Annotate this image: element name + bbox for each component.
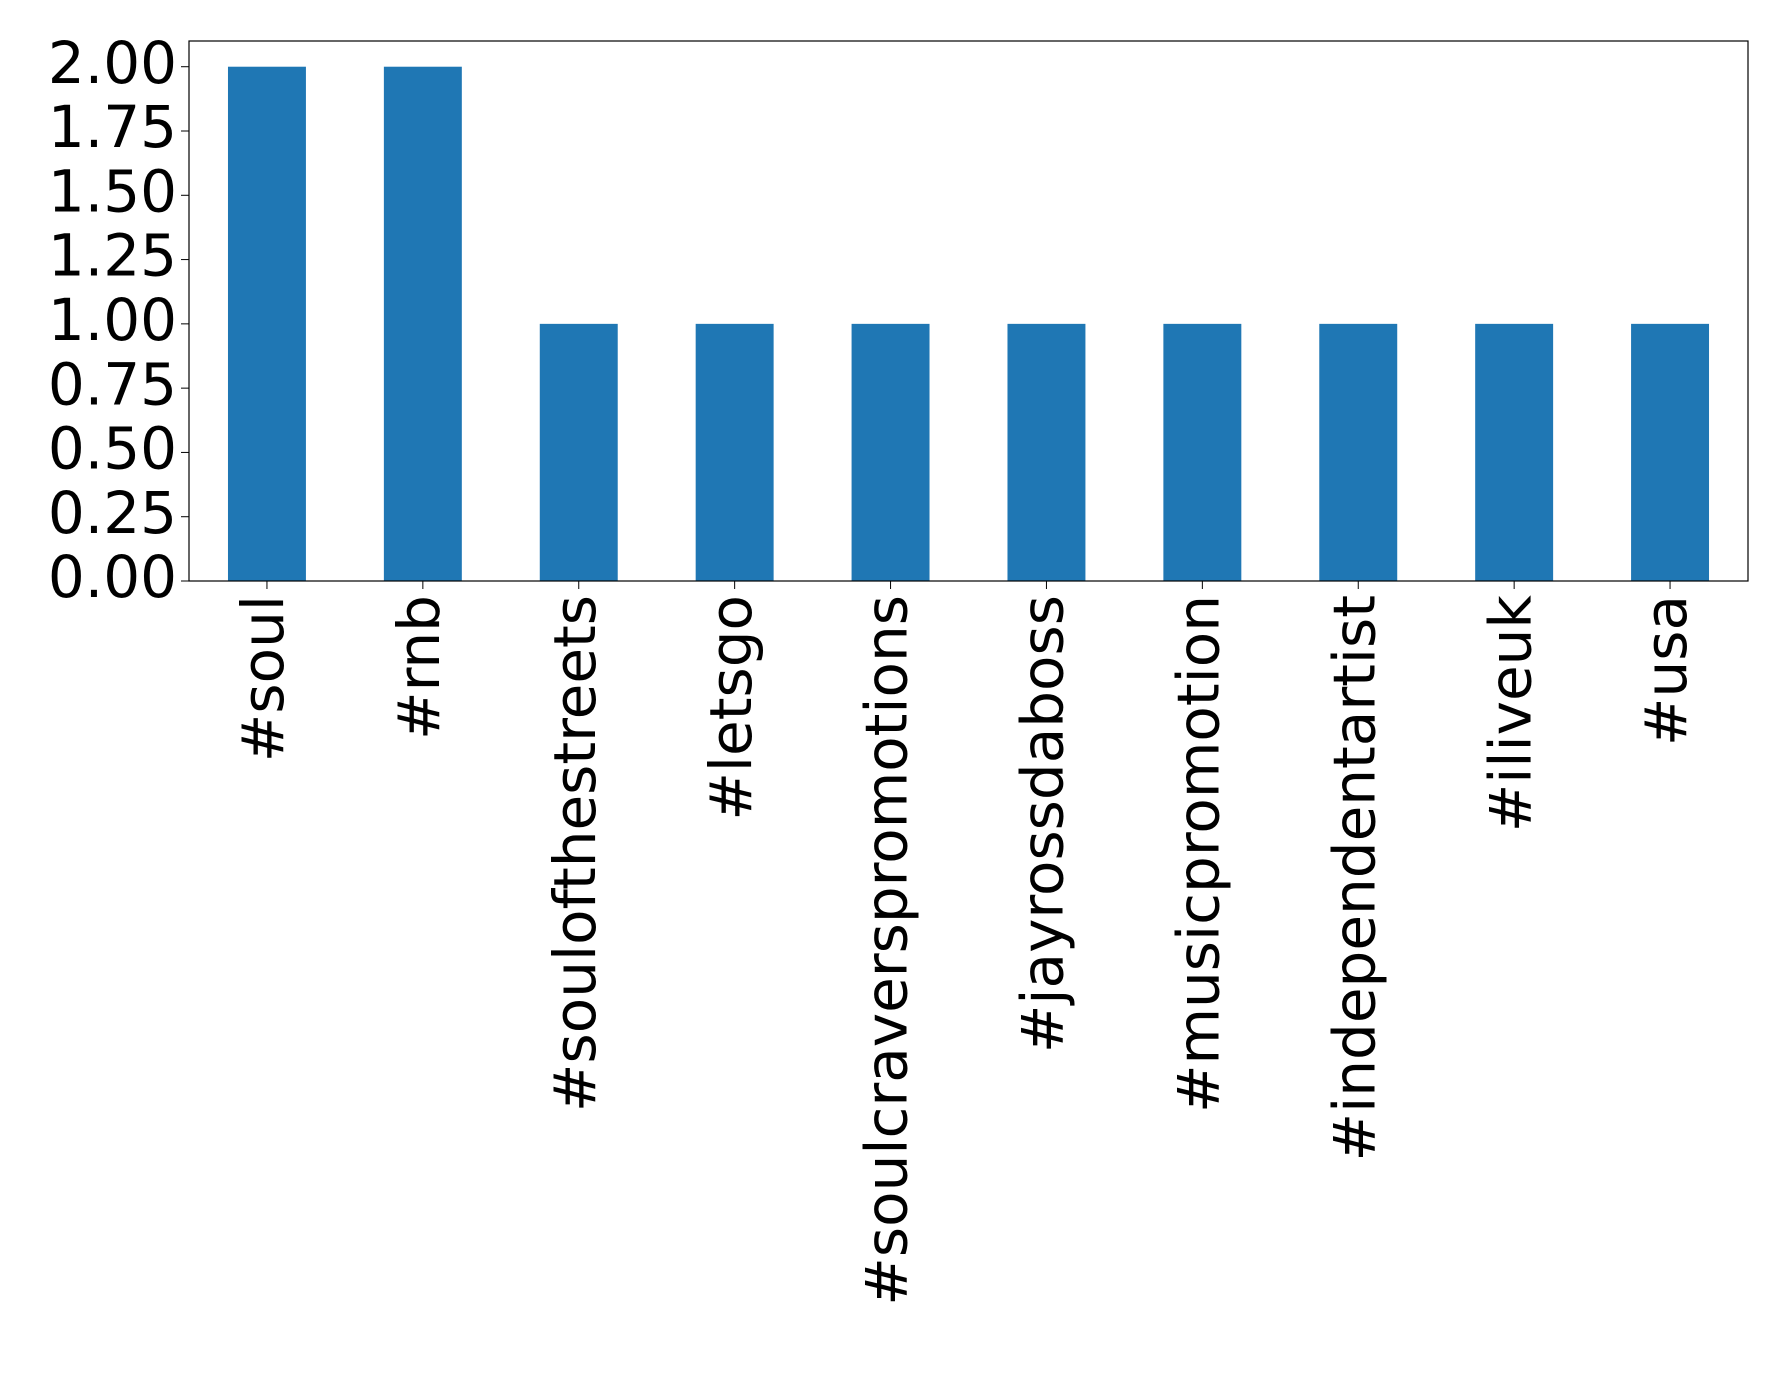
y-tick-label: 1.25	[48, 222, 177, 290]
bar	[227, 66, 306, 581]
bar	[1163, 323, 1242, 581]
bar	[1475, 323, 1554, 581]
bar	[539, 323, 618, 581]
bar	[1631, 323, 1710, 581]
x-tick-label: #soul	[229, 595, 297, 762]
bar	[1007, 323, 1086, 581]
x-tick-label: #independentartist	[1320, 595, 1388, 1161]
x-tick-label: #jayrossdaboss	[1009, 595, 1077, 1053]
y-tick-label: 1.00	[48, 286, 177, 354]
y-tick-label: 1.75	[48, 93, 177, 161]
x-tick-label: #usa	[1632, 595, 1700, 746]
y-tick-label: 0.25	[48, 479, 177, 547]
x-tick-label: #iliveuk	[1476, 595, 1544, 833]
bar	[851, 323, 930, 581]
x-tick-label: #soulcraverspromotions	[853, 595, 921, 1306]
y-tick-label: 0.50	[48, 415, 177, 483]
x-tick-label: #musicpromotion	[1164, 595, 1232, 1113]
y-tick-label: 1.50	[48, 157, 177, 225]
x-tick-label: #rnb	[385, 595, 453, 740]
y-tick-label: 2.00	[48, 29, 177, 97]
bar	[383, 66, 462, 581]
x-tick-label: #letsgo	[697, 595, 765, 821]
y-tick-label: 0.00	[48, 543, 177, 611]
x-tick-label: #soulofthestreets	[541, 595, 609, 1112]
bar	[695, 323, 774, 581]
plot-frame	[188, 40, 1749, 582]
bar	[1319, 323, 1398, 581]
y-tick-label: 0.75	[48, 350, 177, 418]
